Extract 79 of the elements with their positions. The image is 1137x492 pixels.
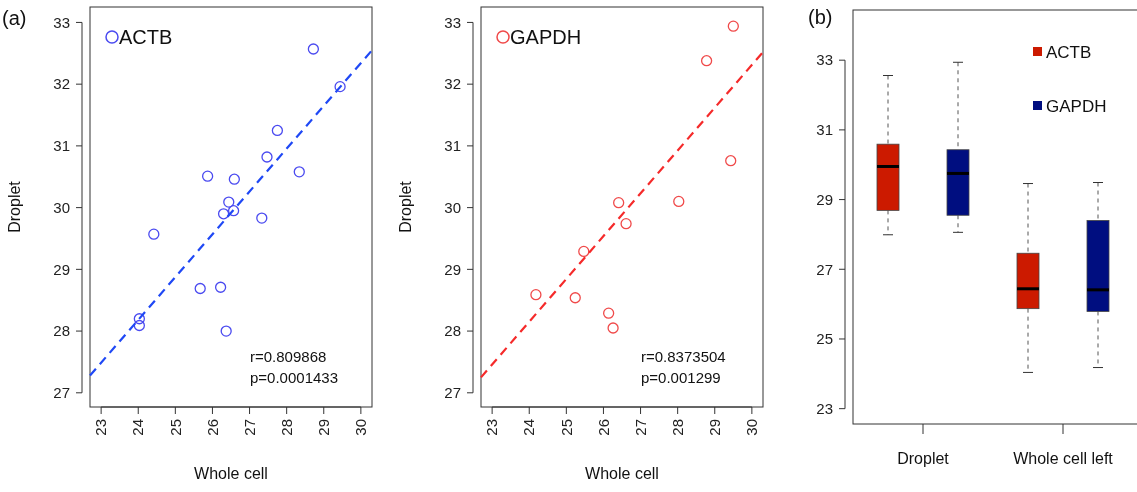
point <box>228 173 240 185</box>
point <box>133 313 145 325</box>
x-tick-label: 24 <box>520 419 538 436</box>
y-tick-label: 31 <box>53 137 70 155</box>
x-tick-label: Whole cell left <box>1013 450 1114 467</box>
legend-label: GAPDH <box>1046 96 1107 116</box>
annotation: r=0.809868 <box>250 348 327 365</box>
y-tick-label: 25 <box>816 330 833 348</box>
y-tick-label: 30 <box>444 198 461 216</box>
y-tick-label: 31 <box>816 121 833 139</box>
annotation: r=0.8373504 <box>641 348 726 365</box>
x-tick-label: 25 <box>166 419 184 436</box>
point <box>530 289 542 301</box>
point <box>194 282 206 295</box>
point <box>271 124 284 137</box>
x-tick-label: 25 <box>557 419 575 436</box>
x-tick-label: 27 <box>240 419 258 436</box>
point <box>223 196 235 208</box>
y-tick-label: 32 <box>444 75 461 93</box>
x-tick-label: 23 <box>483 419 501 436</box>
y-tick-label: 29 <box>444 260 461 278</box>
legend-label: ACTB <box>119 26 173 48</box>
point <box>220 325 232 337</box>
y-tick-label: 33 <box>444 13 461 31</box>
point <box>256 212 268 224</box>
y-tick-label: 29 <box>816 190 833 208</box>
point <box>307 43 320 55</box>
point <box>700 55 713 67</box>
point <box>217 208 230 220</box>
legend-label: ACTB <box>1046 42 1092 62</box>
y-tick-label: 27 <box>444 384 461 402</box>
point <box>727 20 739 32</box>
x-tick-label: 24 <box>129 419 147 436</box>
point <box>613 197 625 209</box>
y-tick-label: 23 <box>816 399 833 417</box>
x-tick-label: 26 <box>594 419 612 436</box>
y-tick-label: 27 <box>53 384 70 402</box>
x-tick-label: 28 <box>277 419 295 436</box>
y-tick-label: 31 <box>444 137 461 155</box>
point <box>334 80 346 93</box>
point <box>725 155 737 167</box>
x-tick-label: 28 <box>668 419 686 436</box>
point <box>607 322 619 334</box>
point <box>569 292 581 304</box>
point <box>673 195 685 208</box>
text: (a) <box>2 7 27 29</box>
x-tick-label: 29 <box>706 419 724 436</box>
x-tick-label: 30 <box>743 419 761 436</box>
y-axis-title: Droplet <box>6 180 23 233</box>
x-tick-label: 26 <box>203 419 221 436</box>
point <box>578 245 590 258</box>
y-tick-label: 30 <box>53 198 70 216</box>
y-axis-title: Droplet <box>397 180 414 233</box>
point <box>620 218 632 230</box>
legend-label: GAPDH <box>510 26 582 48</box>
x-axis-title: Whole cell <box>194 465 268 482</box>
y-tick-label: 28 <box>444 322 461 340</box>
point <box>214 281 227 293</box>
y-tick-label: 32 <box>53 75 70 93</box>
x-tick-label: 29 <box>315 419 333 436</box>
x-tick-label: 23 <box>92 419 110 436</box>
point <box>227 205 240 217</box>
x-tick-label: 30 <box>352 419 370 436</box>
y-tick-label: 33 <box>53 13 70 31</box>
point <box>201 170 214 182</box>
y-tick-label: 27 <box>816 260 833 278</box>
point <box>148 228 160 240</box>
x-axis-title: Whole cell <box>585 465 659 482</box>
point <box>602 307 615 319</box>
y-tick-label: 29 <box>53 260 70 278</box>
x-tick-label: 27 <box>631 419 649 436</box>
annotation: p=0.0001433 <box>250 369 339 386</box>
point <box>261 151 273 163</box>
y-tick-label: 33 <box>816 51 833 69</box>
annotation: p=0.001299 <box>641 369 721 386</box>
y-tick-label: 28 <box>53 322 70 340</box>
point <box>133 319 145 332</box>
text: (b) <box>808 6 833 28</box>
point <box>293 166 305 178</box>
